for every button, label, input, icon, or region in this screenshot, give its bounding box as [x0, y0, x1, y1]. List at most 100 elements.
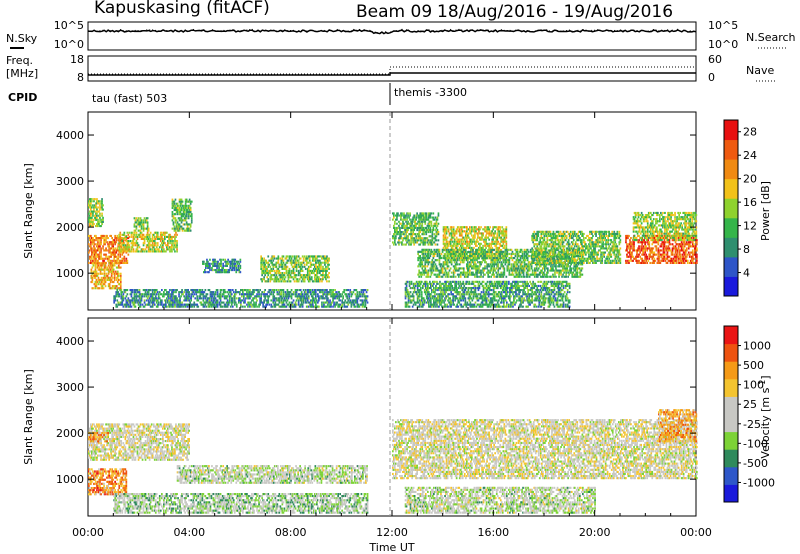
- data-cell: [216, 266, 218, 269]
- data-cell: [206, 293, 209, 296]
- data-cell: [178, 198, 181, 201]
- data-cell: [508, 252, 511, 255]
- data-cell: [323, 257, 325, 260]
- data-cell: [114, 253, 116, 256]
- data-cell: [513, 257, 516, 260]
- data-cell: [421, 233, 424, 236]
- data-cell: [505, 257, 508, 260]
- data-cell: [317, 289, 319, 292]
- data-cell: [107, 276, 110, 279]
- data-cell: [471, 261, 473, 264]
- data-cell: [418, 257, 420, 260]
- data-cell: [291, 255, 294, 258]
- data-cell: [183, 204, 186, 207]
- data-cell: [313, 263, 315, 266]
- data-cell: [90, 214, 92, 217]
- data-cell: [492, 238, 494, 241]
- data-cell: [252, 299, 254, 302]
- data-cell: [451, 234, 454, 237]
- data-cell: [322, 278, 324, 281]
- data-cell: [501, 234, 504, 237]
- data-cell: [181, 289, 183, 292]
- data-cell: [463, 242, 466, 245]
- data-cell: [364, 297, 367, 300]
- data-cell: [476, 259, 478, 262]
- data-cell: [364, 289, 367, 292]
- data-cell: [133, 242, 136, 245]
- data-cell: [146, 297, 149, 300]
- data-cell: [176, 202, 179, 205]
- data-cell: [95, 234, 97, 237]
- data-cell: [520, 269, 523, 272]
- data-cell: [320, 269, 322, 272]
- data-cell: [275, 265, 278, 268]
- data-cell: [217, 264, 219, 267]
- data-cell: [207, 260, 209, 263]
- data-cell: [197, 299, 200, 302]
- data-cell: [112, 245, 114, 248]
- data-cell: [173, 208, 176, 211]
- data-cell: [283, 274, 286, 277]
- data-cell: [421, 252, 424, 255]
- data-cell: [408, 222, 410, 225]
- data-cell: [491, 265, 493, 268]
- data-cell: [447, 242, 450, 245]
- data-cell: [401, 241, 403, 244]
- data-cell: [231, 301, 234, 304]
- data-cell: [503, 236, 506, 239]
- data-cell: [145, 293, 148, 296]
- data-cell: [402, 243, 404, 246]
- data-cell: [415, 222, 417, 225]
- data-cell: [196, 295, 199, 298]
- data-cell: [278, 272, 281, 275]
- data-cell: [144, 248, 147, 251]
- data-cell: [240, 305, 242, 308]
- data-cell: [182, 208, 185, 211]
- data-cell: [134, 295, 137, 298]
- data-cell: [330, 301, 332, 304]
- data-cell: [145, 246, 148, 249]
- data-cell: [171, 211, 174, 214]
- data-cell: [318, 267, 320, 270]
- data-cell: [105, 272, 108, 275]
- data-cell: [116, 289, 119, 292]
- data-cell: [297, 261, 300, 264]
- data-cell: [263, 305, 265, 308]
- data-cell: [113, 262, 116, 265]
- data-cell: [266, 267, 268, 270]
- data-cell: [300, 297, 303, 300]
- data-cell: [503, 273, 506, 276]
- data-cell: [198, 289, 201, 292]
- data-cell: [485, 228, 487, 231]
- data-cell: [526, 259, 529, 262]
- data-cell: [272, 299, 275, 302]
- data-cell: [330, 295, 332, 298]
- data-cell: [235, 305, 238, 308]
- data-cell: [216, 295, 219, 298]
- data-cell: [164, 233, 166, 236]
- data-cell: [223, 305, 226, 308]
- data-cell: [111, 251, 113, 254]
- data-cell: [492, 236, 494, 239]
- data-cell: [311, 305, 314, 308]
- data-cell: [433, 224, 436, 227]
- data-cell: [335, 293, 337, 296]
- data-cell: [262, 265, 264, 268]
- data-cell: [290, 261, 293, 264]
- data-cell: [96, 259, 98, 262]
- data-cell: [452, 250, 455, 253]
- data-cell: [264, 280, 266, 283]
- data-cell: [213, 262, 215, 265]
- data-cell: [142, 225, 145, 228]
- data-cell: [432, 269, 435, 272]
- data-cell: [181, 291, 183, 294]
- data-cell: [190, 215, 193, 218]
- data-cell: [170, 295, 172, 298]
- data-cell: [170, 242, 172, 245]
- data-cell: [324, 257, 326, 260]
- data-cell: [100, 239, 102, 242]
- data-cell: [88, 200, 90, 203]
- data-cell: [364, 301, 367, 304]
- data-cell: [183, 208, 186, 211]
- data-cell: [295, 255, 298, 258]
